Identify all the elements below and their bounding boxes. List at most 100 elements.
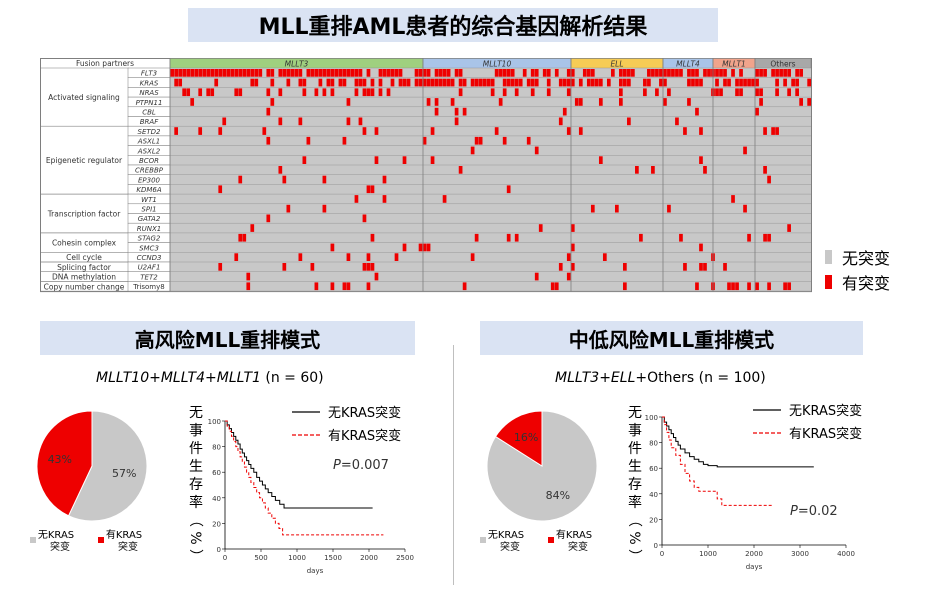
mutation-mark: [386, 69, 391, 77]
mutation-mark: [663, 78, 667, 87]
mutation-mark: [759, 69, 763, 77]
mutation-mark: [606, 78, 611, 87]
mutation-mark: [747, 233, 751, 242]
mutation-mark: [703, 263, 707, 271]
pie-legend-label: 有KRAS: [106, 528, 142, 541]
mutation-mark: [699, 127, 703, 135]
mutation-mark: [342, 282, 347, 291]
mutation-mark: [755, 78, 759, 87]
x-tick-label: 2000: [360, 554, 378, 562]
mutation-mark: [278, 166, 283, 174]
mutation-mark: [422, 243, 427, 252]
y-axis-label-char: 事: [628, 423, 642, 439]
mutation-mark: [683, 127, 687, 135]
mutation-mark: [506, 78, 511, 87]
mutation-mark: [358, 69, 363, 77]
heatmap-grid: [170, 68, 811, 292]
mutation-mark: [502, 69, 507, 77]
mutation-mark: [675, 69, 679, 77]
mutation-mark: [302, 78, 307, 87]
mutation-mark: [458, 88, 463, 97]
mutation-mark: [182, 69, 187, 77]
mutation-mark: [406, 78, 411, 87]
mutation-mark: [582, 69, 587, 77]
mutation-mark: [362, 263, 367, 271]
mutation-mark: [590, 78, 595, 87]
mutation-mark: [382, 175, 387, 184]
y-tick-label: 60: [212, 469, 221, 477]
mutation-mark: [526, 78, 531, 87]
mutation-mark: [570, 243, 575, 252]
mutation-mark: [218, 185, 223, 194]
mutation-mark: [210, 88, 215, 97]
mutation-mark: [763, 127, 767, 135]
mutation-mark: [350, 69, 355, 77]
mutation-mark: [614, 204, 619, 213]
pie-slice: [494, 410, 543, 467]
mutation-mark: [514, 233, 519, 242]
mutation-mark: [218, 127, 223, 135]
mutation-mark: [530, 78, 535, 87]
mutation-swatch: [825, 275, 832, 289]
fusion-partners-header: Fusion partners: [76, 59, 134, 68]
mutation-mark: [659, 78, 663, 87]
y-tick-label: 20: [649, 516, 658, 524]
mutation-mark: [206, 88, 211, 97]
mutation-mark: [695, 69, 699, 77]
y-axis-label-char: 生: [189, 459, 203, 475]
partner-label-others: Others: [770, 60, 795, 69]
mutation-mark: [378, 78, 383, 87]
mutation-mark: [458, 69, 463, 77]
mutation-mark: [470, 146, 475, 155]
mutation-mark: [270, 98, 275, 106]
mutation-mark: [735, 78, 739, 87]
mutation-mark: [354, 195, 359, 203]
mutation-mark: [755, 88, 759, 97]
mutation-mark: [422, 69, 427, 77]
x-axis-label: days: [746, 563, 763, 571]
mutation-mark: [190, 98, 195, 106]
high-risk-n: (n = 60): [260, 370, 324, 386]
mutation-mark: [530, 69, 535, 77]
y-tick-label: 100: [645, 414, 658, 422]
mutation-mark: [250, 224, 255, 232]
mutation-mark: [366, 185, 371, 194]
mutation-mark: [739, 88, 743, 97]
mutation-mark: [590, 69, 595, 77]
mutation-mark: [450, 78, 455, 87]
mutation-mark: [807, 98, 811, 106]
gene-label: KDM6A: [136, 186, 161, 194]
pie-label: 57%: [112, 467, 136, 480]
mutation-mark: [306, 69, 311, 77]
mutation-mark: [534, 69, 539, 77]
mutation-mark: [222, 69, 227, 77]
mutation-mark: [342, 136, 347, 145]
gene-label: EP300: [138, 176, 161, 184]
mutation-mark: [566, 253, 571, 261]
mutation-mark: [270, 78, 275, 87]
mutation-mark: [242, 233, 247, 242]
mutation-mark: [546, 78, 551, 87]
mutation-mark: [370, 233, 375, 242]
mutation-mark: [655, 69, 659, 77]
mutation-mark: [442, 78, 447, 87]
mutation-mark: [627, 78, 631, 87]
low-risk-p-value: =0.02: [797, 504, 838, 519]
mutation-mark: [254, 78, 259, 87]
mutation-mark: [707, 69, 711, 77]
y-axis-label-char: （: [626, 513, 642, 527]
mutation-mark: [490, 88, 495, 97]
mutation-mark: [695, 107, 699, 116]
mutation-mark: [578, 127, 583, 135]
mutation-mark: [322, 69, 327, 77]
mutation-mark: [755, 282, 759, 291]
mutation-mark: [498, 98, 503, 106]
mutation-mark: [386, 88, 391, 97]
mutation-mark: [446, 69, 451, 77]
mutation-mark: [234, 253, 239, 261]
mutation-mark: [278, 117, 283, 126]
mutation-mark: [470, 78, 475, 87]
mutation-mark: [330, 88, 335, 97]
mutation-mark: [346, 253, 351, 261]
gene-label: CBL: [142, 109, 156, 117]
